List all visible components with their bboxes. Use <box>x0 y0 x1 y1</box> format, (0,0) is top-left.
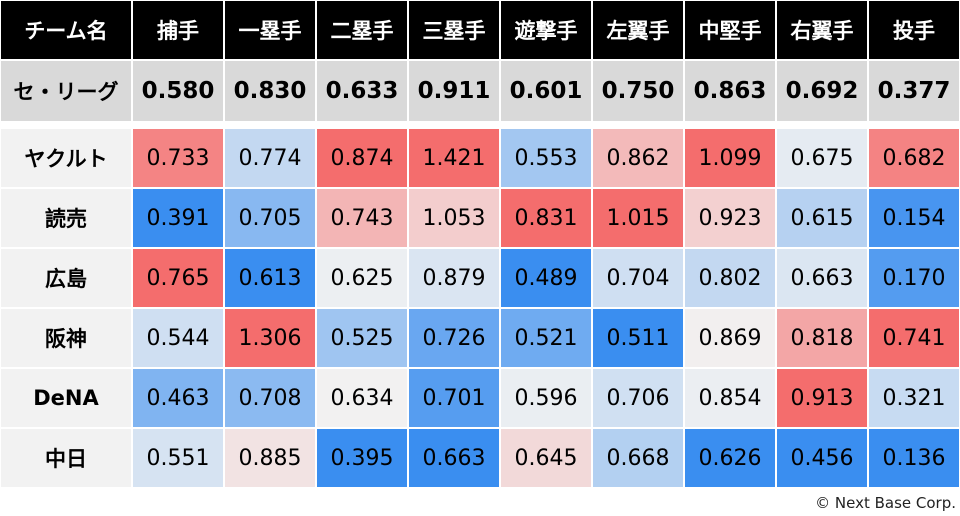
heat-cell: 0.525 <box>316 308 408 368</box>
heat-cell: 0.701 <box>408 368 500 428</box>
heat-cell: 0.774 <box>224 128 316 188</box>
heat-cell: 0.869 <box>684 308 776 368</box>
heat-cell: 0.913 <box>776 368 868 428</box>
heat-cell: 0.463 <box>132 368 224 428</box>
team-row: DeNA 0.463 0.708 0.634 0.701 0.596 0.706 0.854 0… <box>0 368 960 428</box>
column-header: 中堅手 <box>684 0 776 60</box>
heat-cell: 0.136 <box>868 428 960 488</box>
heat-cell: 0.765 <box>132 248 224 308</box>
heat-cell: 1.015 <box>592 188 684 248</box>
league-value-cell: 0.863 <box>684 60 776 122</box>
heat-cell: 0.831 <box>500 188 592 248</box>
team-name: 広島 <box>0 248 132 308</box>
column-header: 遊撃手 <box>500 0 592 60</box>
heat-cell: 0.489 <box>500 248 592 308</box>
heat-cell: 0.170 <box>868 248 960 308</box>
heat-cell: 1.421 <box>408 128 500 188</box>
league-value-cell: 0.830 <box>224 60 316 122</box>
heat-cell: 0.634 <box>316 368 408 428</box>
heat-cell: 0.395 <box>316 428 408 488</box>
team-row: 中日 0.551 0.885 0.395 0.663 0.645 0.668 0.626 0.4… <box>0 428 960 488</box>
column-header: 一塁手 <box>224 0 316 60</box>
team-name: 阪神 <box>0 308 132 368</box>
heat-cell: 0.596 <box>500 368 592 428</box>
heat-cell: 0.923 <box>684 188 776 248</box>
league-value-cell: 0.750 <box>592 60 684 122</box>
heat-cell: 0.663 <box>776 248 868 308</box>
heat-cell: 0.154 <box>868 188 960 248</box>
heat-cell: 0.741 <box>868 308 960 368</box>
heat-cell: 0.521 <box>500 308 592 368</box>
heat-cell: 0.726 <box>408 308 500 368</box>
team-name: ヤクルト <box>0 128 132 188</box>
team-name: 読売 <box>0 188 132 248</box>
heat-cell: 0.613 <box>224 248 316 308</box>
heat-cell: 0.705 <box>224 188 316 248</box>
heat-cell: 0.862 <box>592 128 684 188</box>
heat-cell: 0.668 <box>592 428 684 488</box>
heat-cell: 0.675 <box>776 128 868 188</box>
heat-cell: 0.708 <box>224 368 316 428</box>
heat-cell: 0.456 <box>776 428 868 488</box>
heat-cell: 0.626 <box>684 428 776 488</box>
league-value-cell: 0.377 <box>868 60 960 122</box>
heat-cell: 0.682 <box>868 128 960 188</box>
heat-cell: 0.854 <box>684 368 776 428</box>
heat-cell: 0.885 <box>224 428 316 488</box>
team-name: DeNA <box>0 368 132 428</box>
heat-cell: 1.053 <box>408 188 500 248</box>
column-header: 右翼手 <box>776 0 868 60</box>
team-name: 中日 <box>0 428 132 488</box>
league-value-cell: 0.580 <box>132 60 224 122</box>
league-value-cell: 0.601 <box>500 60 592 122</box>
heat-cell: 0.391 <box>132 188 224 248</box>
heat-cell: 0.544 <box>132 308 224 368</box>
heat-cell: 0.663 <box>408 428 500 488</box>
heat-cell: 0.879 <box>408 248 500 308</box>
heat-cell: 0.625 <box>316 248 408 308</box>
column-header: 三塁手 <box>408 0 500 60</box>
heat-cell: 1.306 <box>224 308 316 368</box>
heat-cell: 0.818 <box>776 308 868 368</box>
team-row: 阪神 0.544 1.306 0.525 0.726 0.521 0.511 0.869 0.8… <box>0 308 960 368</box>
team-row: ヤクルト 0.733 0.774 0.874 1.421 0.553 0.862 1.099 0… <box>0 128 960 188</box>
column-header: 投手 <box>868 0 960 60</box>
column-header: 捕手 <box>132 0 224 60</box>
league-value-cell: 0.692 <box>776 60 868 122</box>
copyright-credit: © Next Base Corp. <box>815 494 956 512</box>
heat-cell: 0.706 <box>592 368 684 428</box>
heat-cell: 0.553 <box>500 128 592 188</box>
league-average-row: セ・リーグ 0.580 0.830 0.633 0.911 0.601 0.750 0.86… <box>0 60 960 122</box>
heat-cell: 0.743 <box>316 188 408 248</box>
league-value-cell: 0.911 <box>408 60 500 122</box>
team-row: 広島 0.765 0.613 0.625 0.879 0.489 0.704 0.802 0.6… <box>0 248 960 308</box>
header-row: チーム名 捕手 一塁手 二塁手 三塁手 遊撃手 左翼手 中堅手 右翼手 投手 <box>0 0 960 60</box>
heat-cell: 0.511 <box>592 308 684 368</box>
column-header: 二塁手 <box>316 0 408 60</box>
heat-cell: 1.099 <box>684 128 776 188</box>
heat-cell: 0.551 <box>132 428 224 488</box>
corner-label: チーム名 <box>0 0 132 60</box>
heat-cell: 0.874 <box>316 128 408 188</box>
heat-cell: 0.321 <box>868 368 960 428</box>
heat-cell: 0.733 <box>132 128 224 188</box>
league-name: セ・リーグ <box>0 60 132 122</box>
heatmap-table: チーム名 捕手 一塁手 二塁手 三塁手 遊撃手 左翼手 中堅手 右翼手 投手 セ・リーグ 0.5… <box>0 0 960 488</box>
heat-cell: 0.802 <box>684 248 776 308</box>
column-header: 左翼手 <box>592 0 684 60</box>
heat-cell: 0.704 <box>592 248 684 308</box>
team-row: 読売 0.391 0.705 0.743 1.053 0.831 1.015 0.923 0.6… <box>0 188 960 248</box>
heat-cell: 0.615 <box>776 188 868 248</box>
heat-cell: 0.645 <box>500 428 592 488</box>
league-value-cell: 0.633 <box>316 60 408 122</box>
